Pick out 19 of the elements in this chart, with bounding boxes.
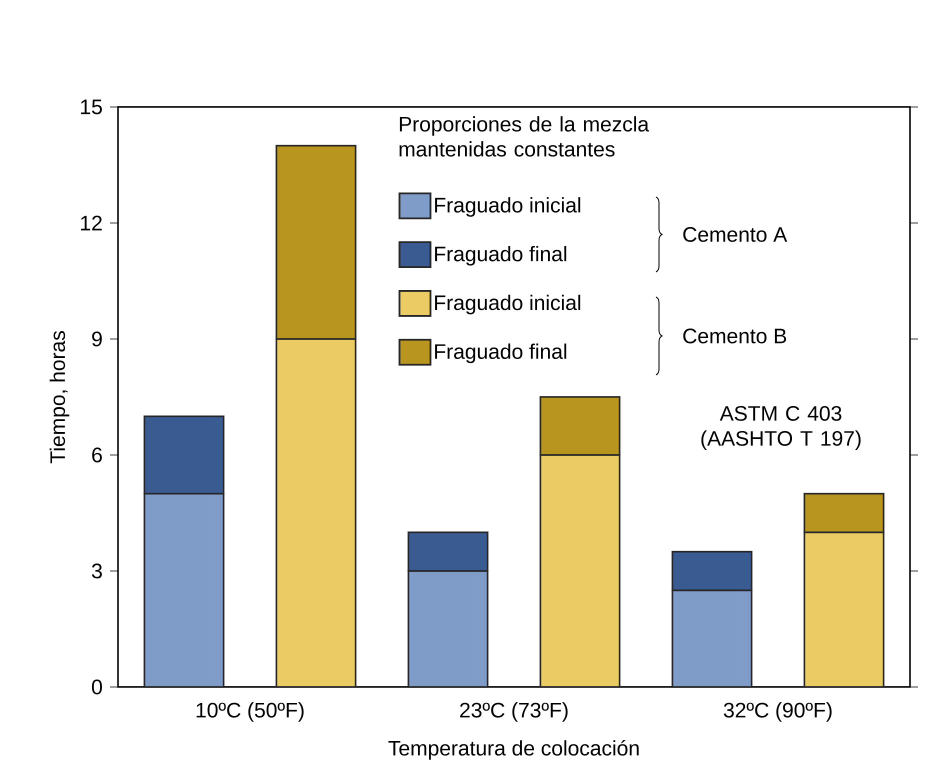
annotation: Cemento A: [683, 227, 788, 242]
y-tick-label: 15: [81, 100, 102, 114]
legend-label: Fraguado inicial: [435, 197, 580, 217]
y-tick-label: 0: [92, 680, 102, 694]
x-tick-label: 32ºC (90ºF): [724, 702, 832, 722]
y-tick-label: 9: [92, 332, 102, 346]
legend-title: Proporciones de la mezcla mantenidas constantes: [400, 116, 650, 157]
y-tick-label: 12: [81, 216, 102, 230]
x-tick-label: 10ºC (50ºF): [196, 702, 304, 722]
annotation: Cemento B: [683, 328, 786, 344]
y-tick-label: 6: [92, 448, 102, 462]
y-axis-title: Tiempo, horas: [50, 331, 70, 464]
y-tick-label: 3: [92, 564, 102, 578]
legend-label: Fraguado inicial: [435, 294, 580, 314]
annotation: ASTM C 403 (AASHTO T 197): [701, 406, 861, 450]
x-tick-label: 23ºC (73ºF): [460, 702, 568, 722]
x-axis-title: Temperatura de colocación: [388, 740, 639, 760]
legend-label: Fraguado final: [435, 246, 566, 266]
legend-label: Fraguado final: [435, 344, 566, 364]
